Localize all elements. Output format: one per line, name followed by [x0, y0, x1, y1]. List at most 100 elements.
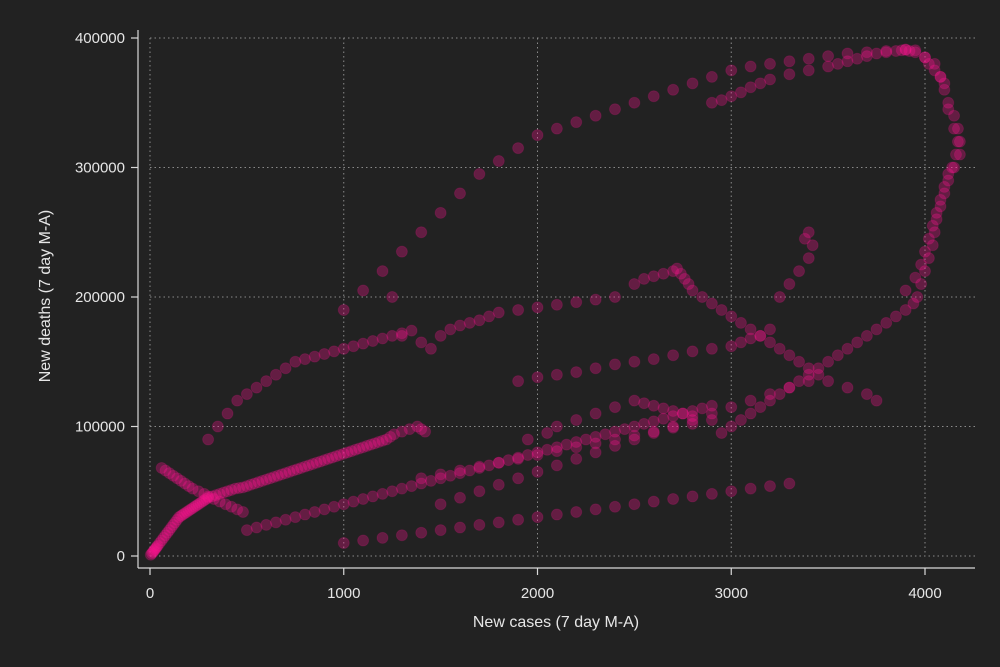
data-point [915, 258, 928, 271]
data-point [682, 278, 695, 291]
data-point [403, 423, 416, 436]
data-point [950, 148, 962, 161]
data-point [589, 109, 602, 122]
data-point [783, 381, 796, 394]
data-point [279, 362, 292, 375]
data-point [454, 319, 466, 332]
data-point [831, 57, 844, 70]
data-point [647, 495, 660, 508]
data-point [938, 83, 951, 96]
data-point [657, 267, 670, 280]
data-point [357, 534, 370, 547]
data-point [244, 478, 257, 491]
data-point [647, 415, 660, 428]
data-point [686, 490, 699, 503]
data-point [314, 455, 327, 468]
data-point [182, 480, 195, 493]
data-point [744, 60, 757, 73]
data-point [150, 540, 163, 553]
data-point [725, 485, 738, 498]
data-point [550, 441, 563, 454]
data-point [347, 495, 360, 508]
data-point [454, 187, 466, 200]
data-point [492, 516, 505, 529]
data-point [357, 284, 370, 297]
data-point [144, 548, 157, 561]
data-point [930, 213, 943, 226]
data-point [773, 388, 786, 401]
data-point [550, 122, 563, 135]
data-point [705, 399, 718, 412]
data-point [186, 502, 199, 515]
data-point [783, 477, 796, 490]
data-point [667, 83, 680, 96]
data-point [264, 472, 277, 485]
data-point [628, 355, 641, 368]
data-point [922, 252, 935, 265]
data-point [686, 77, 699, 90]
data-point [492, 155, 505, 168]
data-point [376, 434, 389, 447]
data-point [793, 355, 806, 368]
data-point [841, 342, 854, 355]
data-point [907, 297, 920, 310]
data-point [330, 450, 342, 463]
data-point [802, 252, 815, 265]
data-point [754, 77, 767, 90]
data-point [764, 336, 776, 349]
data-point [919, 245, 931, 258]
data-point [953, 148, 966, 161]
data-point [609, 500, 621, 513]
data-point [889, 44, 902, 57]
data-point [483, 459, 496, 472]
data-point [638, 417, 651, 430]
data-point [531, 129, 544, 142]
data-point [725, 310, 738, 323]
data-point [240, 524, 253, 537]
data-point [628, 420, 641, 433]
data-point [231, 394, 244, 407]
data-point [851, 336, 864, 349]
data-point [938, 77, 951, 90]
data-point [271, 469, 284, 482]
data-point [376, 531, 389, 544]
data-point [860, 46, 873, 59]
data-point [318, 503, 331, 516]
data-point [570, 296, 583, 309]
data-point [715, 94, 728, 107]
data-point [308, 505, 321, 518]
data-point [754, 329, 767, 342]
data-point [934, 193, 947, 206]
data-point [618, 423, 631, 436]
data-point [366, 490, 379, 503]
data-point [310, 456, 323, 469]
data-point [909, 44, 922, 57]
data-point [512, 513, 525, 526]
data-point [609, 401, 621, 414]
data-point [570, 366, 583, 379]
data-point [182, 504, 195, 517]
data-point [686, 284, 699, 297]
data-point [444, 323, 457, 336]
data-point [388, 428, 401, 441]
data-point [951, 122, 964, 135]
data-point [919, 51, 931, 64]
data-point [725, 340, 738, 353]
data-point [353, 442, 366, 455]
data-point [647, 353, 660, 366]
data-point [686, 404, 699, 417]
data-point [221, 407, 234, 420]
data-point [880, 44, 893, 57]
data-point [570, 441, 583, 454]
data-point [405, 480, 418, 493]
data-point [225, 500, 238, 513]
data-point [686, 345, 699, 358]
data-point [725, 420, 738, 433]
data-point [764, 57, 776, 70]
data-point [512, 452, 525, 465]
data-point [657, 402, 670, 415]
data-point [386, 329, 399, 342]
data-point [609, 103, 621, 116]
data-point [175, 509, 187, 522]
